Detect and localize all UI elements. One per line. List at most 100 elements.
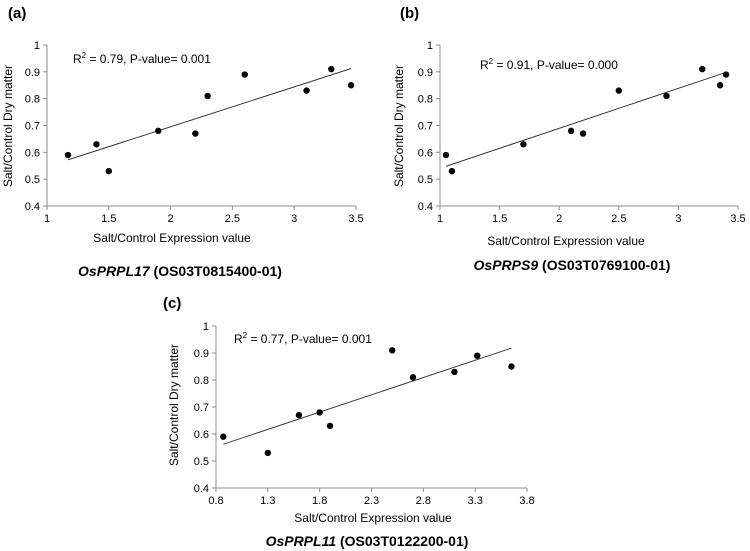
r-letter: R bbox=[234, 332, 243, 346]
y-tick-label: 0.5 bbox=[418, 174, 433, 186]
data-point bbox=[326, 422, 334, 430]
data-point bbox=[220, 433, 227, 440]
trendline bbox=[445, 71, 727, 167]
y-tick-label: 0.9 bbox=[25, 67, 40, 79]
x-tick-label: 2 bbox=[556, 213, 562, 225]
x-axis-label: Salt/Control Expression value bbox=[93, 231, 251, 245]
data-point bbox=[448, 167, 456, 175]
data-point bbox=[567, 127, 575, 135]
data-point bbox=[474, 352, 481, 359]
data-point bbox=[105, 167, 113, 175]
y-tick-label: 0.7 bbox=[25, 121, 40, 133]
y-tick-label: 0.8 bbox=[418, 94, 433, 106]
y-axis-label: Salt/Control Dry matter bbox=[167, 344, 181, 466]
data-point bbox=[508, 363, 515, 370]
x-tick-label: 1 bbox=[44, 213, 50, 225]
data-point bbox=[451, 368, 458, 376]
y-tick-label: 0.9 bbox=[418, 67, 433, 79]
data-point bbox=[303, 87, 310, 94]
data-point bbox=[615, 87, 622, 94]
data-point bbox=[155, 127, 162, 135]
y-tick-label: 1 bbox=[427, 40, 433, 52]
gene-id: (OS03T0769100-01) bbox=[538, 257, 670, 273]
r-letter: R bbox=[73, 52, 82, 66]
r-superscript: 2 bbox=[82, 51, 87, 60]
r-superscript: 2 bbox=[489, 57, 494, 66]
x-tick-label: 2.5 bbox=[225, 213, 240, 225]
data-point bbox=[316, 409, 323, 416]
x-axis-label: Salt/Control Expression value bbox=[294, 511, 452, 525]
gene-name: OsPRPS9 bbox=[474, 257, 539, 273]
panel-label: (c) bbox=[163, 295, 181, 312]
y-tick-label: 0.8 bbox=[194, 375, 209, 387]
panel-caption: OsPRPS9 (OS03T0769100-01) bbox=[474, 257, 671, 273]
x-tick-label: 2.5 bbox=[611, 213, 626, 225]
r2-annotation: R2 = 0.91, P-value= 0.000 bbox=[480, 57, 618, 72]
y-tick-label: 0.5 bbox=[194, 456, 209, 468]
data-point bbox=[663, 92, 670, 100]
trendline bbox=[223, 347, 512, 445]
x-tick-label: 2 bbox=[168, 213, 174, 225]
data-point bbox=[64, 151, 72, 159]
r2-annotation: R2 = 0.79, P-value= 0.001 bbox=[73, 51, 211, 66]
y-tick-label: 0.5 bbox=[25, 174, 40, 186]
data-point bbox=[241, 71, 248, 78]
y-tick-label: 0.6 bbox=[25, 147, 40, 159]
y-tick-label: 0.4 bbox=[418, 201, 433, 213]
x-tick-label: 2.8 bbox=[416, 495, 431, 507]
panel-caption: OsPRPL11 (OS03T0122200-01) bbox=[266, 533, 469, 549]
panel-a: (a) R2 = 0.79, P-value= 0.001 Salt/Contr… bbox=[1, 5, 364, 279]
data-point bbox=[520, 141, 527, 148]
data-point bbox=[93, 141, 100, 148]
panel-caption: OsPRPL17 (OS03T0815400-01) bbox=[78, 263, 282, 279]
x-tick-label: 3.8 bbox=[519, 495, 534, 507]
y-tick-label: 1 bbox=[34, 40, 40, 52]
y-tick-label: 0.4 bbox=[25, 201, 40, 213]
x-tick-label: 1.5 bbox=[101, 213, 116, 225]
x-tick-label: 3.3 bbox=[468, 495, 483, 507]
gene-name: OsPRPL11 bbox=[266, 533, 337, 549]
trendline bbox=[67, 68, 352, 161]
x-tick-label: 3.5 bbox=[730, 213, 745, 225]
y-tick-label: 0.6 bbox=[194, 429, 209, 441]
data-point bbox=[699, 65, 706, 73]
data-point bbox=[295, 411, 303, 419]
data-point bbox=[409, 374, 417, 381]
y-tick-label: 1 bbox=[203, 321, 209, 333]
x-tick-label: 2.3 bbox=[364, 495, 379, 507]
y-tick-label: 0.9 bbox=[194, 348, 209, 360]
y-tick-label: 0.7 bbox=[194, 402, 209, 414]
x-tick-label: 1.3 bbox=[260, 495, 275, 507]
data-point bbox=[328, 65, 335, 73]
data-point bbox=[442, 151, 450, 159]
data-point bbox=[579, 130, 587, 137]
data-point bbox=[722, 71, 730, 78]
x-axis-label: Salt/Control Expression value bbox=[487, 234, 645, 248]
gene-id: (OS03T0815400-01) bbox=[150, 263, 282, 279]
gene-name: OsPRPL17 bbox=[78, 263, 151, 279]
panel-b: (b) R2 = 0.91, P-value= 0.000 Salt/Contr… bbox=[392, 5, 746, 273]
y-tick-label: 0.7 bbox=[418, 121, 433, 133]
r-superscript: 2 bbox=[243, 331, 248, 340]
data-point bbox=[264, 449, 272, 457]
data-point bbox=[716, 82, 724, 89]
r-letter: R bbox=[480, 58, 489, 72]
x-tick-label: 1.5 bbox=[492, 213, 507, 225]
r2-annotation: R2 = 0.77, P-value= 0.001 bbox=[234, 331, 372, 346]
y-tick-label: 0.6 bbox=[418, 147, 433, 159]
y-axis-label: Salt/Control Dry matter bbox=[1, 65, 15, 187]
gene-id: (OS03T0122200-01) bbox=[336, 533, 468, 549]
x-tick-label: 3 bbox=[675, 213, 681, 225]
panel-label: (a) bbox=[8, 5, 26, 22]
y-axis-label: Salt/Control Dry matter bbox=[392, 65, 406, 187]
r2-text: = 0.79, P-value= 0.001 bbox=[86, 52, 211, 66]
data-point bbox=[389, 347, 396, 354]
x-tick-label: 0.8 bbox=[208, 495, 223, 507]
r2-text: = 0.77, P-value= 0.001 bbox=[247, 332, 372, 346]
x-tick-label: 1.8 bbox=[312, 495, 327, 507]
y-tick-label: 0.8 bbox=[25, 94, 40, 106]
x-tick-label: 3 bbox=[291, 213, 297, 225]
panel-label: (b) bbox=[400, 5, 419, 22]
r2-text: = 0.91, P-value= 0.000 bbox=[493, 58, 618, 72]
